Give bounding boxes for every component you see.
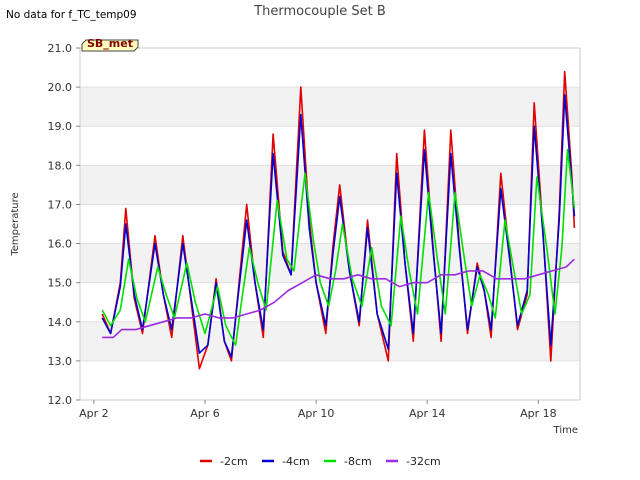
y-tick-label: 21.0 [48, 42, 73, 55]
grid-band [80, 87, 580, 127]
y-tick-label: 20.0 [48, 81, 73, 94]
y-tick-label: 16.0 [48, 238, 73, 251]
chart-title: Thermocouple Set B [253, 4, 386, 19]
x-axis: Apr 2 Apr 6 Apr 10 Apr 14 Apr 18 [79, 400, 557, 420]
legend-label: -32cm [406, 455, 441, 468]
grid-band [80, 165, 580, 205]
legend: -2cm -4cm -8cm -32cm [200, 455, 441, 468]
site-badge: SB_met [81, 37, 139, 52]
series-line-minus-32cm [102, 258, 575, 339]
site-badge-shape [81, 39, 139, 52]
y-tick-label: 14.0 [48, 316, 73, 329]
y-tick-label: 15.0 [48, 277, 73, 290]
legend-label: -8cm [344, 455, 372, 468]
grid-band [80, 321, 580, 361]
legend-label: -4cm [282, 455, 310, 468]
y-tick-label: 19.0 [48, 120, 73, 133]
x-tick-label: Apr 14 [409, 407, 446, 420]
x-tick-label: Apr 18 [520, 407, 557, 420]
x-axis-title: Time [553, 425, 578, 436]
x-tick-label: Apr 6 [190, 407, 220, 420]
series-line-minus-4cm [101, 94, 576, 358]
y-axis: 12.0 13.0 14.0 15.0 16.0 17.0 18.0 19.0 20.0 21.0 [48, 42, 80, 407]
y-tick-label: 18.0 [48, 159, 73, 172]
x-tick-label: Apr 10 [298, 407, 335, 420]
y-axis-title: Temperature [10, 192, 21, 256]
y-tick-label: 12.0 [48, 394, 73, 407]
site-badge-label: SB_met [87, 37, 133, 50]
legend-label: -2cm [220, 455, 248, 468]
y-tick-label: 17.0 [48, 198, 73, 211]
plot-border [79, 47, 581, 401]
x-tick-label: Apr 2 [79, 407, 109, 420]
series-line-minus-8cm [101, 148, 576, 346]
plot-area [79, 47, 581, 401]
no-data-notice: No data for f_TC_temp09 [6, 9, 137, 21]
y-tick-label: 13.0 [48, 355, 73, 368]
